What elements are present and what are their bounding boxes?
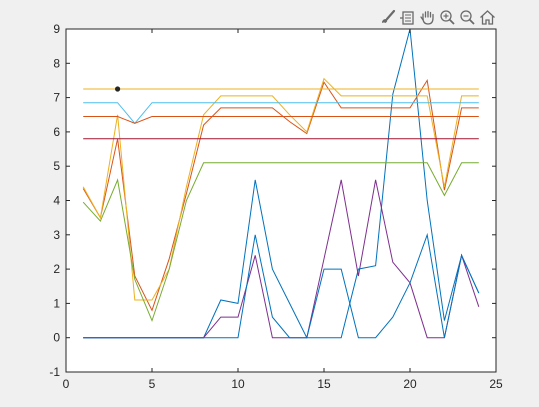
y-axis: -1 0 1 2 3 4 5 6 7 8 9: [49, 22, 496, 379]
data-cursor-icon[interactable]: [398, 7, 417, 27]
x-tick-label: 20: [403, 377, 417, 391]
pan-hand-icon[interactable]: [418, 7, 437, 27]
data-tip-marker[interactable]: [115, 86, 121, 92]
zoom-out-icon[interactable]: [458, 7, 477, 27]
series-line-2[interactable]: [82, 78, 479, 312]
x-tick-label: 25: [489, 377, 503, 391]
series-line-8[interactable]: [83, 116, 479, 124]
y-tick-label: 4: [53, 194, 60, 208]
series-line-10[interactable]: [83, 232, 480, 339]
series-line-4[interactable]: [82, 77, 479, 301]
x-tick-label: 0: [63, 377, 70, 391]
y-tick-label: 0: [53, 331, 60, 345]
y-tick-label: 8: [53, 56, 60, 70]
zoom-in-icon[interactable]: [438, 7, 457, 27]
x-tick-label: 15: [317, 377, 331, 391]
series-layer: [82, 28, 480, 339]
y-tick-label: 1: [53, 296, 60, 310]
home-icon[interactable]: [478, 7, 497, 27]
series-line-6[interactable]: [82, 162, 479, 323]
marker-layer: [115, 86, 121, 92]
axes-background: [66, 29, 496, 372]
x-axis: 0 5 10 15 20 25: [63, 29, 503, 391]
y-tick-label: 3: [53, 228, 60, 242]
y-tick-label: 5: [53, 159, 60, 173]
y-tick-label: 9: [53, 22, 60, 36]
x-tick-label: 5: [149, 377, 156, 391]
y-tick-label: 6: [53, 125, 60, 139]
x-tick-label: 10: [231, 377, 245, 391]
brush-icon[interactable]: [378, 7, 397, 27]
axes-toolbar: [378, 6, 497, 28]
y-tick-label: 7: [53, 91, 60, 105]
series-line-7[interactable]: [83, 102, 479, 125]
y-tick-label: -1: [49, 365, 60, 379]
y-tick-label: 2: [53, 262, 60, 276]
